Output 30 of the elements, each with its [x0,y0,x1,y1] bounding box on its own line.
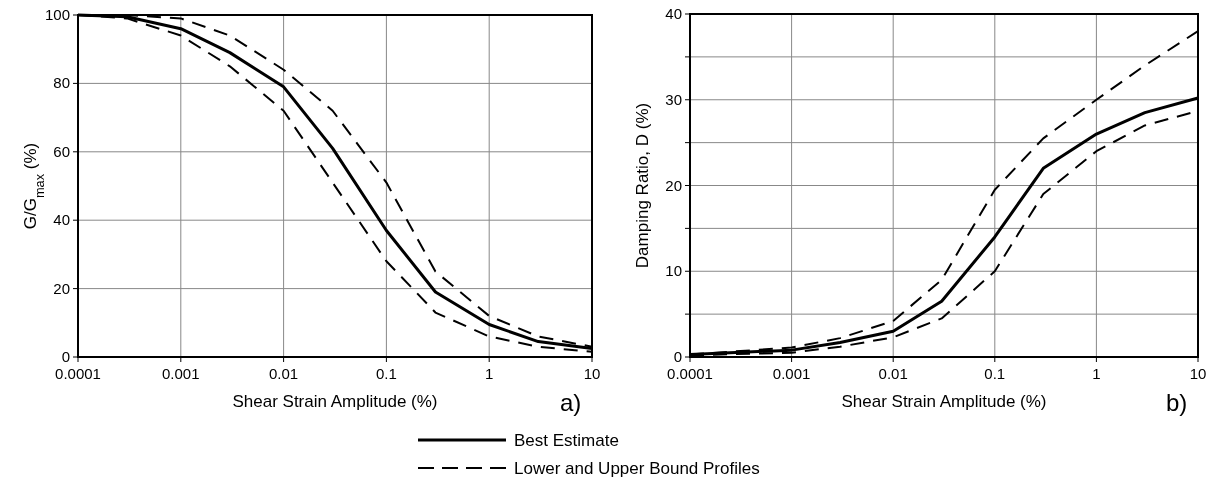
y-tick-label: 0 [673,348,682,365]
legend-label: Lower and Upper Bound Profiles [514,459,760,478]
x-tick-label: 1 [485,365,494,382]
y-tick-label: 40 [665,5,682,22]
y-tick-label: 100 [44,6,70,23]
x-tick-label: 1 [1092,365,1101,382]
x-axis-title: Shear Strain Amplitude (%) [232,392,438,411]
x-tick-label: 10 [583,365,601,382]
x-tick-label: 0.01 [878,365,908,382]
y-tick-label: 20 [53,279,70,297]
x-tick-label: 0.0001 [55,365,101,382]
x-tick-label: 0.0001 [667,365,713,382]
text: a) [560,389,582,416]
x-tick-label: 10 [1189,365,1207,382]
y-tick-label: 80 [53,74,70,92]
text: b) [1166,389,1188,416]
y-tick-label: 30 [665,90,682,108]
y-tick-label: 40 [53,211,70,229]
x-tick-label: 0.1 [375,365,397,382]
y-tick-label: 0 [61,348,70,365]
y-tick-label: 60 [53,142,70,160]
y-tick-label: 10 [665,262,682,280]
y-tick-label: 20 [665,176,682,194]
x-tick-label: 0.001 [772,365,811,382]
x-axis-title: Shear Strain Amplitude (%) [841,392,1047,411]
x-tick-label: 0.1 [984,365,1006,382]
x-tick-label: 0.001 [162,365,200,382]
y-axis-title: Damping Ratio, D (%) [633,102,652,269]
x-tick-label: 0.01 [269,365,299,382]
legend-label: Best Estimate [514,431,619,450]
